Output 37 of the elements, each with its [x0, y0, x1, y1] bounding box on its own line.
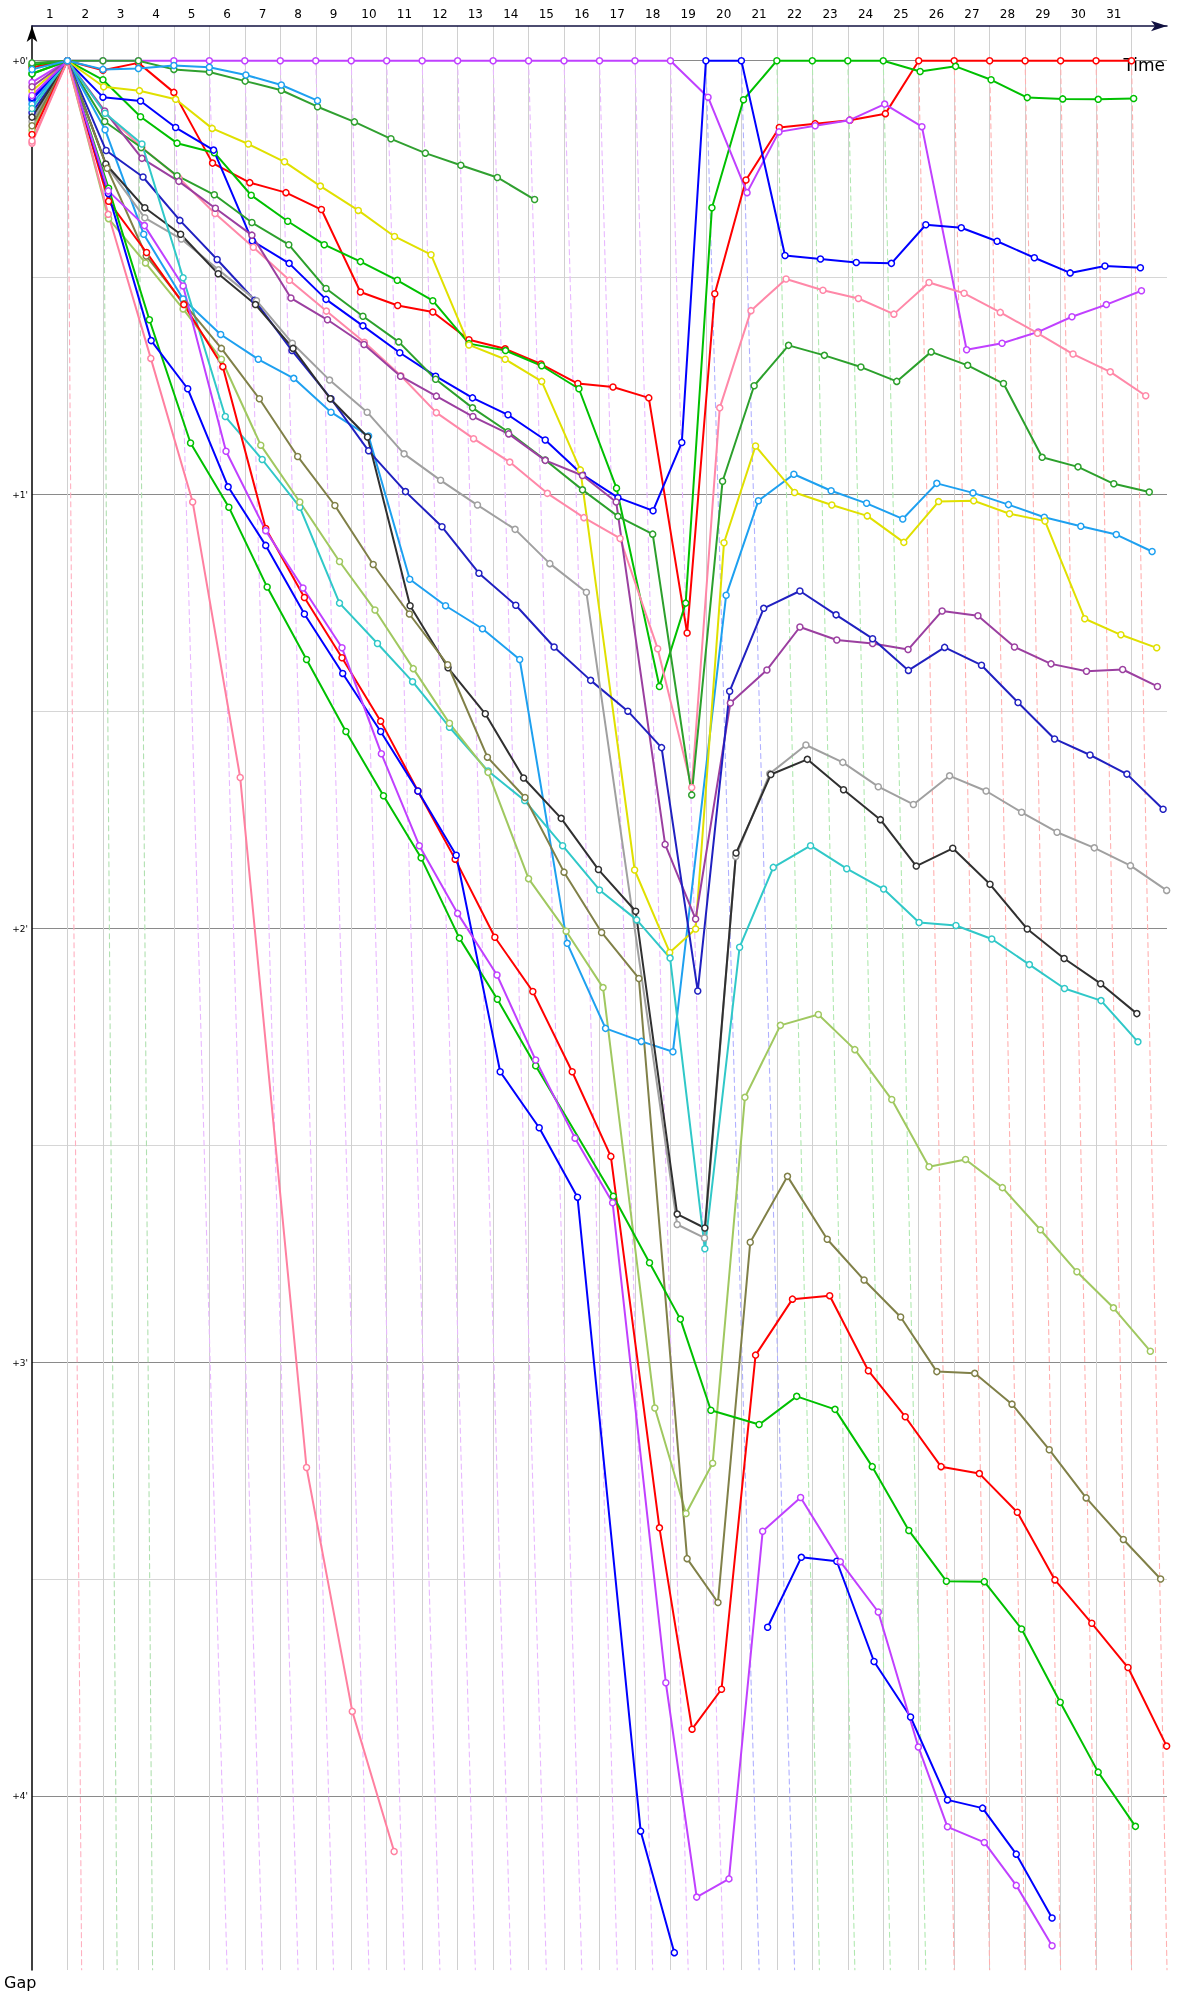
x-tick-label: 27: [964, 7, 980, 21]
y-axis-title: Gap: [4, 1972, 37, 1992]
x-tick-label: 6: [223, 7, 231, 21]
x-tick-label: 28: [999, 7, 1016, 21]
x-tick-label: 22: [786, 7, 803, 21]
x-tick-label: 14: [503, 7, 519, 21]
x-tick-label: 25: [893, 7, 909, 21]
x-tick-label: 17: [609, 7, 625, 21]
x-tick-label: 16: [574, 7, 590, 21]
x-tick-label: 1: [45, 7, 54, 21]
y-tick-label: +4': [12, 1791, 28, 1802]
x-tick-label: 21: [751, 7, 767, 21]
x-tick-label: 7: [258, 7, 267, 21]
y-tick-label: +1': [12, 489, 28, 500]
x-tick-label: 4: [152, 7, 160, 21]
y-tick-label: +3': [12, 1357, 28, 1368]
y-tick-label: +0': [12, 55, 28, 66]
x-tick-label: 10: [361, 7, 377, 21]
x-tick-label: 5: [187, 7, 196, 21]
x-tick-label: 23: [822, 7, 838, 21]
x-tick-label: 30: [1070, 7, 1086, 21]
x-tick-label: 13: [467, 7, 483, 21]
x-tick-label: 19: [680, 7, 696, 21]
x-tick-label: 18: [645, 7, 661, 21]
x-tick-label: 26: [928, 7, 945, 21]
x-tick-label: 15: [538, 7, 554, 21]
x-tick-label: 8: [294, 7, 302, 21]
x-tick-label: 20: [716, 7, 732, 21]
x-tick-label: 11: [396, 7, 413, 21]
x-tick-label: 29: [1035, 7, 1051, 21]
x-tick-label: 12: [432, 7, 448, 21]
x-tick-label: 3: [116, 7, 125, 21]
y-tick-label: +2': [12, 923, 28, 934]
x-tick-label: 9: [329, 7, 338, 21]
x-tick-label: 31: [1106, 7, 1122, 21]
x-tick-label: 2: [81, 7, 90, 21]
x-tick-label: 24: [857, 7, 874, 21]
